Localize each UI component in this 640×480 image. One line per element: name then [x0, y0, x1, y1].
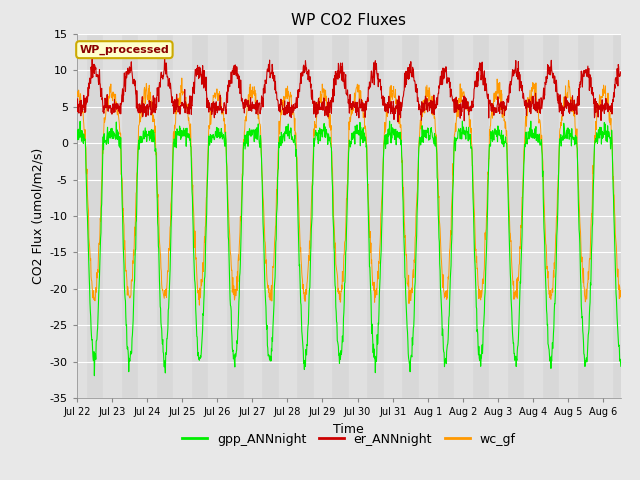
- Title: WP CO2 Fluxes: WP CO2 Fluxes: [291, 13, 406, 28]
- Bar: [243, 34, 252, 398]
- X-axis label: Time: Time: [333, 423, 364, 436]
- Bar: [568, 34, 577, 398]
- Bar: [252, 34, 261, 398]
- Bar: [103, 34, 112, 398]
- Bar: [358, 34, 366, 398]
- Bar: [384, 34, 393, 398]
- Bar: [524, 34, 533, 398]
- Bar: [419, 34, 428, 398]
- Bar: [287, 34, 296, 398]
- Legend: gpp_ANNnight, er_ANNnight, wc_gf: gpp_ANNnight, er_ANNnight, wc_gf: [177, 428, 521, 451]
- Bar: [489, 34, 498, 398]
- Bar: [559, 34, 568, 398]
- Bar: [498, 34, 507, 398]
- Bar: [278, 34, 287, 398]
- Bar: [217, 34, 226, 398]
- Bar: [182, 34, 191, 398]
- Bar: [173, 34, 182, 398]
- Bar: [393, 34, 401, 398]
- Bar: [147, 34, 156, 398]
- Bar: [454, 34, 463, 398]
- Bar: [314, 34, 323, 398]
- Bar: [630, 34, 638, 398]
- Y-axis label: CO2 Flux (umol/m2/s): CO2 Flux (umol/m2/s): [31, 148, 44, 284]
- Bar: [323, 34, 332, 398]
- Bar: [209, 34, 217, 398]
- Bar: [533, 34, 542, 398]
- Bar: [595, 34, 604, 398]
- Bar: [112, 34, 121, 398]
- Bar: [77, 34, 86, 398]
- Bar: [428, 34, 436, 398]
- Bar: [349, 34, 358, 398]
- Bar: [604, 34, 612, 398]
- Text: WP_processed: WP_processed: [79, 45, 169, 55]
- Bar: [138, 34, 147, 398]
- Bar: [463, 34, 472, 398]
